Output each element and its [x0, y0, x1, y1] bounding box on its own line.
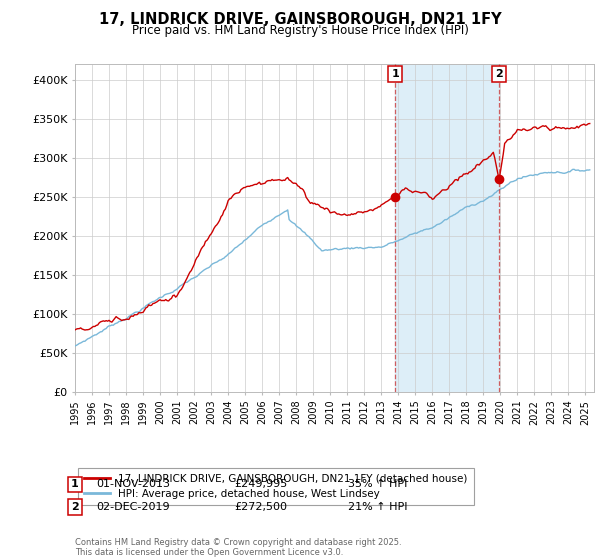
Text: 02-DEC-2019: 02-DEC-2019 [96, 502, 170, 512]
Text: 2: 2 [495, 69, 503, 79]
Text: £249,995: £249,995 [234, 479, 287, 489]
Text: Contains HM Land Registry data © Crown copyright and database right 2025.
This d: Contains HM Land Registry data © Crown c… [75, 538, 401, 557]
Text: 1: 1 [392, 69, 400, 79]
Text: 01-NOV-2013: 01-NOV-2013 [96, 479, 170, 489]
Text: 35% ↑ HPI: 35% ↑ HPI [348, 479, 407, 489]
Bar [395, 64, 499, 392]
Text: 1: 1 [71, 479, 79, 489]
Text: 21% ↑ HPI: 21% ↑ HPI [348, 502, 407, 512]
Text: £272,500: £272,500 [234, 502, 287, 512]
Text: 17, LINDRICK DRIVE, GAINSBOROUGH, DN21 1FY: 17, LINDRICK DRIVE, GAINSBOROUGH, DN21 1… [98, 12, 502, 27]
Text: 2: 2 [71, 502, 79, 512]
Legend: 17, LINDRICK DRIVE, GAINSBOROUGH, DN21 1FY (detached house), HPI: Average price,: 17, LINDRICK DRIVE, GAINSBOROUGH, DN21 1… [77, 468, 474, 505]
Text: Price paid vs. HM Land Registry's House Price Index (HPI): Price paid vs. HM Land Registry's House … [131, 24, 469, 36]
